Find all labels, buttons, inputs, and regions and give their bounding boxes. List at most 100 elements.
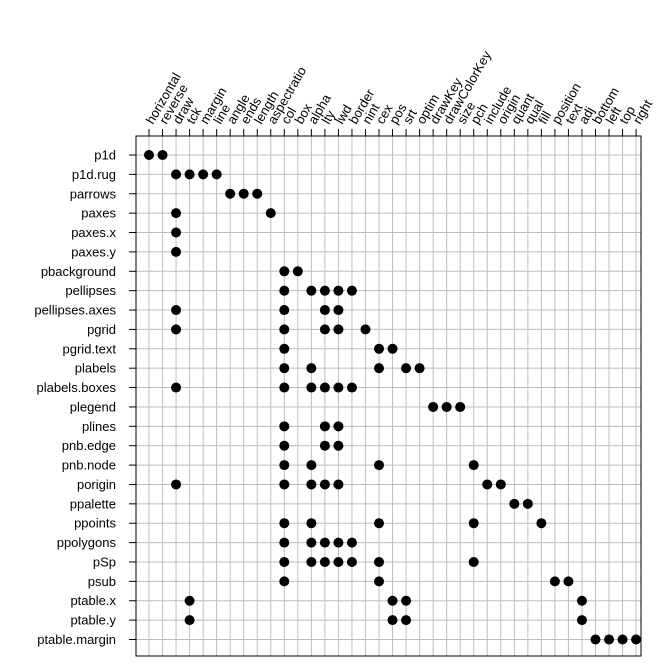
- data-point: [346, 285, 357, 296]
- x-tick-label: col: [278, 105, 299, 127]
- data-point: [333, 556, 344, 567]
- data-point: [333, 285, 344, 296]
- data-point: [333, 421, 344, 432]
- data-point: [319, 537, 330, 548]
- y-tick-label: plines: [82, 419, 116, 434]
- data-point: [319, 421, 330, 432]
- data-point: [576, 595, 587, 606]
- data-point: [279, 382, 290, 393]
- data-point: [171, 169, 182, 180]
- data-point: [495, 479, 506, 490]
- data-point: [374, 556, 385, 567]
- data-point: [184, 169, 195, 180]
- y-tick-label: pnb.node: [62, 458, 116, 473]
- data-point: [171, 227, 182, 238]
- data-point: [319, 324, 330, 335]
- y-tick-label: ptable.margin: [37, 632, 116, 647]
- data-point: [171, 305, 182, 316]
- data-point: [387, 595, 398, 606]
- y-tick-label: parrows: [70, 186, 117, 201]
- y-tick-label: pellipses: [65, 283, 116, 298]
- data-point: [401, 615, 412, 626]
- y-tick-label: psub: [88, 574, 116, 589]
- y-tick-label: paxes.x: [71, 225, 116, 240]
- data-point: [279, 537, 290, 548]
- data-point: [279, 576, 290, 587]
- y-tick-label: ptable.y: [70, 613, 116, 628]
- data-point: [428, 401, 439, 412]
- data-point: [306, 363, 317, 374]
- y-tick-label: p1d: [94, 148, 116, 163]
- y-tick-label: paxes: [81, 206, 116, 221]
- data-point: [238, 188, 249, 199]
- data-point: [319, 440, 330, 451]
- y-tick-label: pgrid.text: [63, 341, 117, 356]
- data-point: [536, 518, 547, 529]
- data-point: [374, 518, 385, 529]
- data-point: [374, 460, 385, 471]
- data-point: [319, 305, 330, 316]
- data-point: [171, 479, 182, 490]
- x-tick-label: tck: [183, 104, 205, 126]
- y-tick-label: pellipses.axes: [34, 303, 116, 318]
- data-point: [319, 382, 330, 393]
- data-point: [346, 537, 357, 548]
- data-point: [279, 556, 290, 567]
- data-point: [279, 421, 290, 432]
- data-point: [401, 595, 412, 606]
- data-point: [374, 343, 385, 354]
- y-tick-label: pSp: [93, 554, 116, 569]
- x-tick-label: right: [630, 97, 656, 127]
- data-point: [401, 363, 412, 374]
- data-point: [279, 324, 290, 335]
- data-point: [184, 615, 195, 626]
- data-point: [171, 208, 182, 219]
- data-point: [157, 150, 168, 160]
- data-point: [617, 634, 628, 645]
- y-tick-label: porigin: [77, 477, 116, 492]
- data-point: [455, 401, 466, 412]
- data-point: [333, 440, 344, 451]
- data-point: [306, 479, 317, 490]
- data-point: [306, 556, 317, 567]
- y-tick-label: plegend: [70, 399, 116, 414]
- y-tick-label: p1d.rug: [72, 167, 116, 182]
- data-point: [576, 615, 587, 626]
- data-point: [468, 518, 479, 529]
- data-point: [468, 460, 479, 471]
- data-point: [279, 460, 290, 471]
- data-point: [171, 382, 182, 393]
- data-point: [211, 169, 222, 180]
- data-point: [333, 537, 344, 548]
- plot-frame: [135, 135, 642, 657]
- data-point: [333, 479, 344, 490]
- data-point: [604, 634, 615, 645]
- data-point: [306, 460, 317, 471]
- data-point: [522, 498, 533, 509]
- data-point: [468, 556, 479, 567]
- grid: [136, 136, 641, 656]
- data-point: [265, 208, 276, 219]
- data-point: [387, 615, 398, 626]
- data-point: [279, 266, 290, 277]
- data-point: [279, 479, 290, 490]
- data-point: [292, 266, 303, 277]
- data-point: [509, 498, 520, 509]
- data-point: [198, 169, 209, 180]
- axis-ticks: [129, 129, 637, 640]
- data-point: [387, 343, 398, 354]
- data-point: [279, 518, 290, 529]
- y-tick-label: ppalette: [70, 496, 116, 511]
- data-point: [346, 556, 357, 567]
- y-tick-label: ppoints: [74, 516, 116, 531]
- data-point: [184, 595, 195, 606]
- data-point: [252, 188, 263, 199]
- data-point: [144, 150, 154, 160]
- data-point: [279, 305, 290, 316]
- data-point: [482, 479, 493, 490]
- data-point: [306, 518, 317, 529]
- data-point: [319, 556, 330, 567]
- data-point: [225, 188, 236, 199]
- data-point: [346, 382, 357, 393]
- data-point: [171, 324, 182, 335]
